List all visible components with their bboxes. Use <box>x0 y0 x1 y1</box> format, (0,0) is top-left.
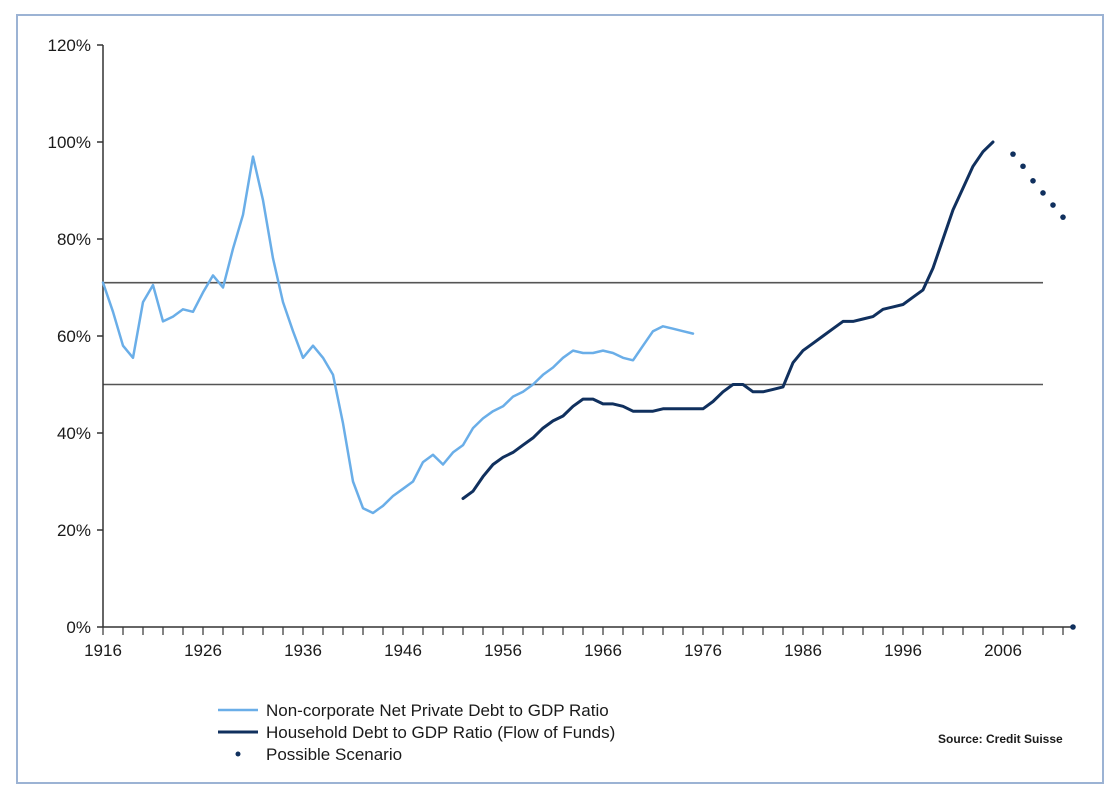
x-tick-label-1916: 1916 <box>84 641 122 660</box>
y-tick-label-80: 80% <box>57 230 91 249</box>
source-note: Source: Credit Suisse <box>938 732 1063 746</box>
y-tick-label-100: 100% <box>48 133 91 152</box>
x-tick-label-1946: 1946 <box>384 641 422 660</box>
y-tick-label-120: 120% <box>48 36 91 55</box>
x-tick-label-1996: 1996 <box>884 641 922 660</box>
series-line-household-debt-to-gdp-ratio-flow-of-funds <box>461 140 995 500</box>
y-tick-label-40: 40% <box>57 424 91 443</box>
axes: 0% 20% 40% 60% 80% 100% 120% 1916 1926 1936 1946 19… <box>48 36 1073 660</box>
series-point-possible-scenario-6 <box>1070 624 1076 630</box>
chart-frame: 0% 20% 40% 60% 80% 100% 120% 1916 1926 1936 1946 19… <box>16 14 1104 784</box>
y-tick-label-0: 0% <box>66 618 91 637</box>
line-chart: 0% 20% 40% 60% 80% 100% 120% 1916 1926 1936 1946 19… <box>48 36 1076 778</box>
reference-lines <box>103 281 1043 386</box>
series-point-possible-scenario-5 <box>1060 214 1066 220</box>
x-tick-label-2006: 2006 <box>984 641 1022 660</box>
x-tick-label-1976: 1976 <box>684 641 722 660</box>
series-point-possible-scenario-0 <box>1010 151 1016 157</box>
legend-label-scenario: Possible Scenario <box>266 745 402 764</box>
x-tick-label-1966: 1966 <box>584 641 622 660</box>
series-line-non-corporate-net-private-debt-to-gdp-ratio <box>101 155 695 515</box>
legend-swatch-scenario <box>235 751 241 757</box>
x-tick-label-1936: 1936 <box>284 641 322 660</box>
y-tick-label-60: 60% <box>57 327 91 346</box>
series-point-possible-scenario-2 <box>1030 178 1036 184</box>
x-tick-label-1926: 1926 <box>184 641 222 660</box>
series-layer <box>101 140 1076 630</box>
x-tick-label-1986: 1986 <box>784 641 822 660</box>
series-point-possible-scenario-3 <box>1040 190 1046 196</box>
series-point-possible-scenario-4 <box>1050 202 1056 208</box>
y-tick-label-20: 20% <box>57 521 91 540</box>
legend-label-noncorporate: Non-corporate Net Private Debt to GDP Ra… <box>266 701 609 720</box>
series-point-possible-scenario-1 <box>1020 163 1026 170</box>
x-tick-label-1956: 1956 <box>484 641 522 660</box>
legend-label-household: Household Debt to GDP Ratio (Flow of Fun… <box>266 723 615 742</box>
legend: Non-corporate Net Private Debt to GDP Ra… <box>140 688 778 778</box>
